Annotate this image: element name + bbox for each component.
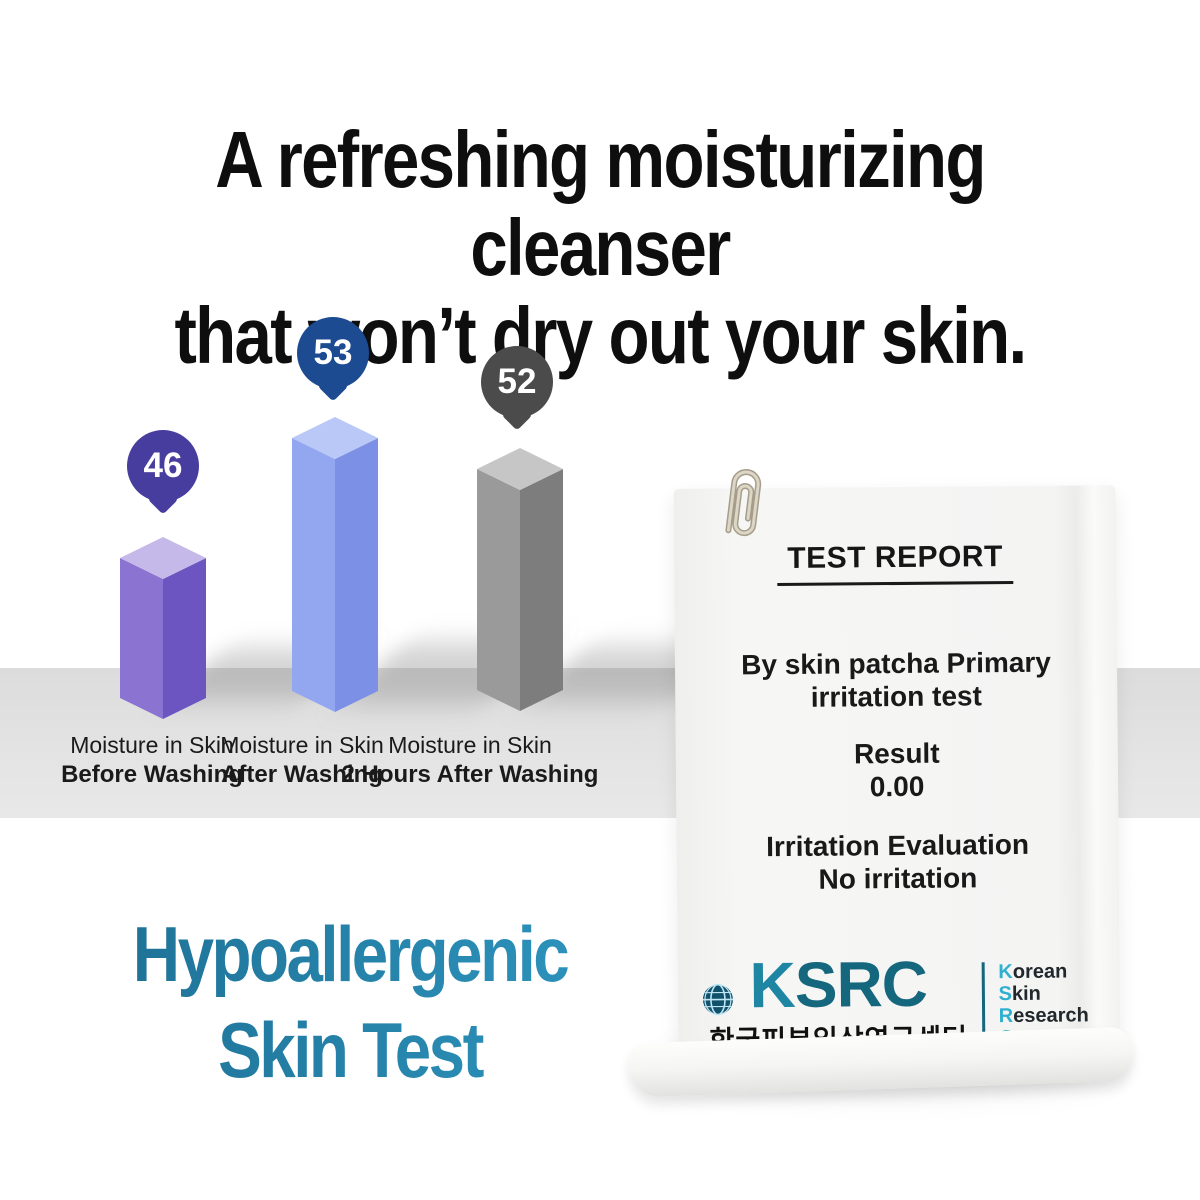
- ksrc-korean-name: 한국피부임상연구센터: [709, 1023, 969, 1056]
- report-result: Result 0.00: [676, 735, 1119, 805]
- value-badge: 46: [127, 430, 199, 502]
- value-badge: 52: [481, 346, 553, 418]
- result-value: 0.00: [869, 770, 925, 803]
- page-title: A refreshing moisturizing cleanser that …: [96, 116, 1104, 380]
- report-evaluation: Irritation Evaluation No irritation: [676, 827, 1119, 897]
- bar-label-line1: Moisture in Skin: [388, 732, 552, 758]
- bar-label: Moisture in Skin 2 Hours After Washing: [320, 730, 620, 790]
- globe-icon: [703, 983, 734, 1016]
- logo-divider: [981, 961, 986, 1048]
- bar-label: Moisture in Skin After Washing: [152, 730, 452, 790]
- footer-line1: Hypoallergenic: [132, 910, 568, 998]
- bar-3d-before-washing: [120, 537, 206, 719]
- bar-3d-after-washing: [292, 417, 378, 712]
- footer-headline: Hypoallergenic Skin Test: [56, 906, 644, 1098]
- bar-label-line1: Moisture in Skin: [70, 732, 234, 758]
- result-label: Result: [853, 737, 940, 770]
- evaluation-label: Irritation Evaluation: [766, 828, 1030, 863]
- headline-line1: A refreshing moisturizing cleanser: [215, 115, 986, 292]
- badge-value: 46: [143, 446, 183, 485]
- bar-label-line2: 2 Hours After Washing: [341, 761, 599, 788]
- bar-label-line2: After Washing: [221, 761, 383, 788]
- bar-label: Moisture in Skin Before Washing: [2, 730, 302, 790]
- bar-3d-2hours-after-washing: [477, 448, 563, 711]
- evaluation-value: No irritation: [818, 862, 978, 895]
- ksrc-org-name: Korean Skin Research Center: [998, 960, 1089, 1049]
- bar-label-line2: Before Washing: [61, 761, 243, 788]
- badge-value: 52: [497, 362, 537, 401]
- report-test-description: By skin patcha Primary irritation test: [741, 646, 1051, 713]
- value-badge: 53: [297, 317, 369, 389]
- test-report-paper: TEST REPORT By skin patcha Primary irrit…: [673, 485, 1121, 1067]
- ksrc-wordmark: KSRC: [703, 948, 968, 1021]
- badge-value: 53: [313, 333, 353, 372]
- ksrc-logo: KSRC 한국피부임상연구센터 Korean Skin Research Cen…: [678, 948, 1121, 1058]
- paperclip-icon: [725, 469, 762, 537]
- bar-label-line1: Moisture in Skin: [220, 732, 384, 758]
- footer-line2: Skin Test: [218, 1006, 482, 1094]
